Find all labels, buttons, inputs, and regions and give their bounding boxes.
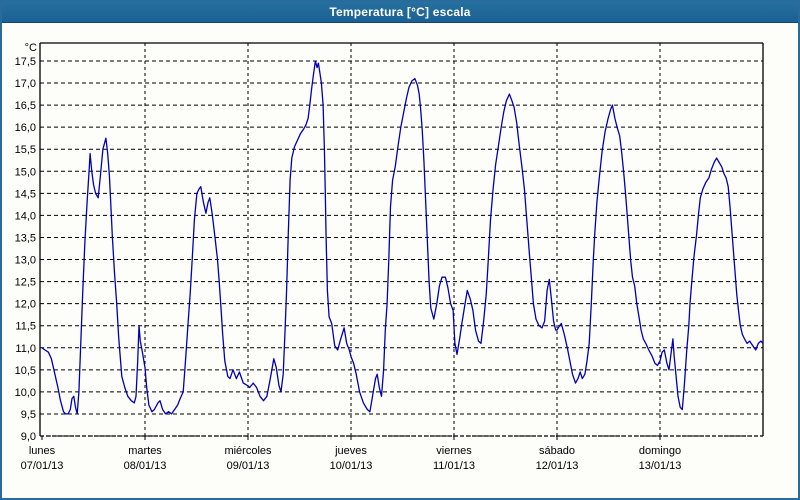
y-tick-label: 10,5	[15, 365, 36, 377]
y-tick-label: 17,0	[15, 78, 36, 90]
x-date-label: 07/01/13	[21, 460, 64, 472]
axis-labels: 17,5 17,0 16,5 16,0 15,5 15,0 14,5 14,0 13,5 13,0…	[15, 42, 682, 472]
y-tick-label: 11,5	[15, 321, 36, 333]
x-day-label: martes	[128, 445, 162, 457]
y-tick-label: 13,5	[15, 232, 36, 244]
y-tick-label: 15,5	[15, 144, 36, 156]
temperature-chart: 17,5 17,0 16,5 16,0 15,5 15,0 14,5 14,0 13,5 13,0…	[2, 23, 798, 498]
y-tick-label: 9,0	[21, 431, 36, 443]
y-tick-label: 12,0	[15, 299, 36, 311]
x-day-label: viernes	[436, 445, 472, 457]
x-date-label: 08/01/13	[124, 460, 167, 472]
temperature-chart-svg: 17,5 17,0 16,5 16,0 15,5 15,0 14,5 14,0 13,5 13,0…	[15, 42, 764, 472]
x-date-label: 10/01/13	[330, 460, 373, 472]
grid-lines	[40, 43, 763, 437]
y-tick-label: 9,5	[21, 409, 36, 421]
y-tick-label: 10,0	[15, 387, 36, 399]
y-axis-unit-label: °C	[25, 42, 37, 54]
y-tick-label: 13,0	[15, 255, 36, 267]
y-tick-label: 16,0	[15, 122, 36, 134]
x-day-label: domingo	[639, 445, 681, 457]
x-day-label: sábado	[539, 445, 575, 457]
y-tick-label: 14,5	[15, 188, 36, 200]
y-tick-label: 15,0	[15, 166, 36, 178]
x-day-label: miércoles	[224, 445, 272, 457]
axis-frame	[39, 42, 764, 440]
x-date-label: 13/01/13	[639, 460, 682, 472]
window-title: Temperatura [°C] escala	[329, 5, 471, 19]
x-date-label: 09/01/13	[227, 460, 270, 472]
y-tick-label: 12,5	[15, 277, 36, 289]
x-day-label: lunes	[29, 445, 56, 457]
temperature-line	[41, 60, 764, 415]
x-date-label: 11/01/13	[433, 460, 475, 472]
y-tick-label: 14,0	[15, 210, 36, 222]
x-day-label: jueves	[334, 445, 367, 457]
x-date-label: 12/01/13	[536, 460, 579, 472]
y-tick-label: 11,0	[15, 343, 36, 355]
window-titlebar: Temperatura [°C] escala	[2, 2, 798, 23]
y-tick-label: 17,5	[15, 56, 36, 68]
y-tick-label: 16,5	[15, 100, 36, 112]
